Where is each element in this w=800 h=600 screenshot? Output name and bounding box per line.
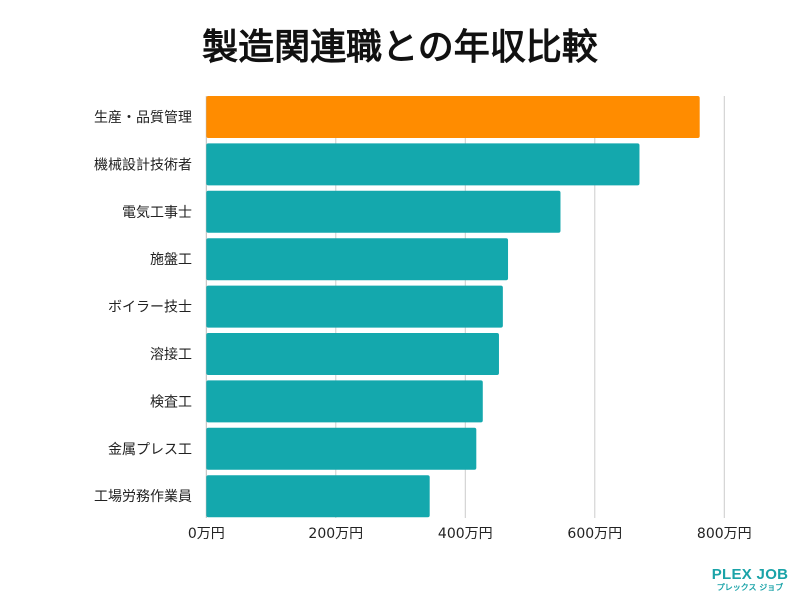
category-label: 金属プレス工 (108, 442, 192, 458)
category-label: 機械設計技術者 (94, 157, 192, 173)
bar (206, 475, 430, 518)
plexjob-logo: PLEX JOB プレックス ジョブ (700, 566, 800, 593)
x-tick-label: 0万円 (188, 526, 225, 542)
category-label: ボイラー技士 (108, 300, 192, 316)
bar (206, 190, 561, 233)
category-label: 施盤工 (150, 252, 192, 268)
category-label: 生産・品質管理 (94, 110, 192, 126)
logo-main-text: PLEX JOB (711, 566, 789, 583)
category-label: 電気工事士 (122, 205, 192, 221)
bar (206, 96, 700, 138)
bar (206, 333, 499, 375)
bar (206, 143, 640, 186)
bar (206, 238, 509, 281)
x-tick-label: 600万円 (567, 526, 622, 542)
x-tick-label: 800万円 (697, 526, 752, 542)
chart-title: 製造関連職との年収比較 (202, 27, 598, 68)
category-label: 溶接工 (150, 346, 192, 363)
x-tick-label: 200万円 (308, 526, 363, 542)
category-label: 検査工 (150, 394, 192, 410)
x-tick-label: 400万円 (438, 526, 493, 542)
category-label: 工場労務作業員 (94, 489, 192, 505)
bar (206, 427, 477, 470)
bar (206, 285, 503, 328)
logo-sub-text: プレックス ジョブ (716, 583, 784, 592)
bar (206, 380, 483, 423)
